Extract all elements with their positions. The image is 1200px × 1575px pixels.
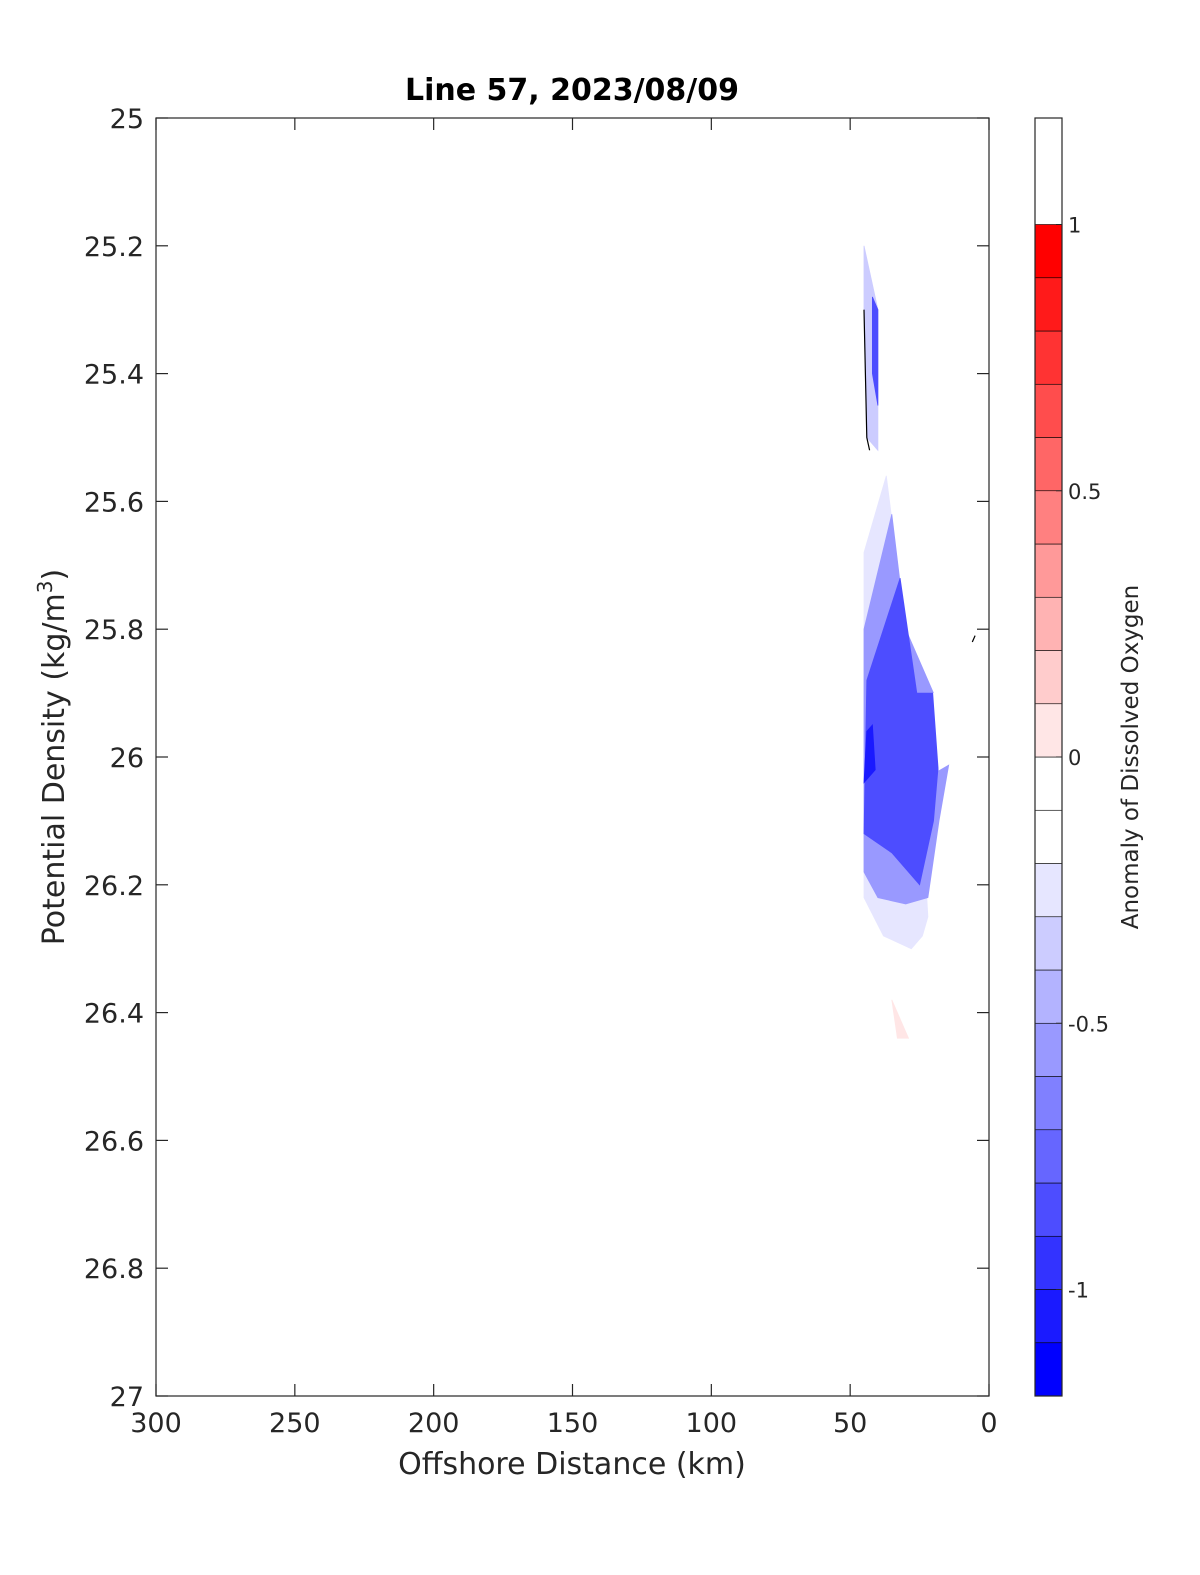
contour-line-0: [863, 309, 871, 451]
colorbar-swatch: [1034, 1235, 1063, 1290]
y-tick-label: 26.8: [84, 1254, 144, 1285]
y-tick-label: 25.6: [84, 487, 144, 518]
colorbar-swatch: [1034, 277, 1063, 332]
colorbar-swatch: [1034, 1022, 1063, 1077]
colorbar-tick-label: 1: [1068, 214, 1081, 238]
colorbar-swatch: [1034, 809, 1063, 864]
y-axis-label-close: ): [37, 569, 72, 581]
colorbar-swatch: [1034, 1289, 1063, 1344]
y-tick-label: 26.4: [84, 999, 144, 1030]
x-tick-label: 150: [547, 1408, 599, 1439]
colorbar-swatch: [1034, 330, 1063, 385]
y-tick-label: 25.4: [84, 360, 144, 391]
contour-region-7: [933, 641, 976, 771]
y-axis-label-superscript: 3: [33, 580, 57, 593]
chart-title: Line 57, 2023/08/09: [405, 73, 739, 108]
x-tick-label: 300: [130, 1408, 182, 1439]
colorbar-tick-label: 0: [1068, 746, 1081, 770]
colorbar-label: Anomaly of Dissolved Oxygen: [1118, 585, 1144, 930]
contour-line-1: [971, 635, 976, 643]
plot-background: [156, 118, 989, 1396]
colorbar-swatch: [1034, 543, 1063, 598]
contour-region-6: [863, 724, 876, 784]
contour-region-1: [872, 296, 879, 406]
colorbar-swatch: [1034, 490, 1063, 545]
colorbar-swatch: [1034, 383, 1063, 438]
colorbar-tick-label: 0.5: [1068, 480, 1101, 504]
y-tick-label: 25: [110, 104, 144, 135]
y-tick-label: 26: [110, 743, 144, 774]
x-axis-label: Offshore Distance (km): [398, 1447, 746, 1482]
y-tick-label: 25.2: [84, 232, 144, 263]
x-tick-label: 200: [408, 1408, 460, 1439]
colorbar-swatch: [1034, 863, 1063, 918]
colorbar: 1 0.5 0 -0.5 -1: [1034, 117, 1109, 1397]
y-axis-label-main: Potential Density (kg/m: [37, 593, 72, 945]
colorbar-swatch: [1034, 650, 1063, 705]
y-tick-label: 27: [110, 1382, 144, 1413]
contour-fill-layer: [863, 245, 976, 1193]
plot-area: [156, 118, 989, 1396]
x-tick-label: 50: [833, 1408, 867, 1439]
colorbar-tick-label: -0.5: [1068, 1012, 1109, 1036]
colorbar-swatch: [1034, 1129, 1063, 1184]
y-axis-label: Potential Density (kg/m3): [33, 569, 72, 945]
y-tick-label: 25.8: [84, 615, 144, 646]
colorbar-swatch: [1034, 1182, 1063, 1237]
colorbar-swatch: [1034, 1076, 1063, 1131]
colorbar-swatch: [1034, 969, 1063, 1024]
y-tick-label: 26.2: [84, 871, 144, 902]
contour-line-layer: [863, 309, 976, 643]
x-tick-label: 250: [269, 1408, 321, 1439]
contour-region-8: [891, 999, 910, 1039]
colorbar-swatch: [1034, 756, 1063, 811]
colorbar-swatch: [1034, 596, 1063, 651]
y-axis: 25 25.2 25.4 25.6 25.8 26 26.2 26.4 26.6 26.8 27: [84, 104, 989, 1413]
colorbar-tick-label: -1: [1068, 1279, 1089, 1303]
colorbar-swatch: [1034, 703, 1063, 758]
y-tick-label: 26.6: [84, 1126, 144, 1157]
x-tick-label: 100: [686, 1408, 738, 1439]
x-tick-label: 0: [980, 1408, 997, 1439]
colorbar-swatch: [1034, 1342, 1063, 1397]
x-axis: 300 250 200 150 100 50 0: [130, 118, 998, 1439]
colorbar-swatch: [1034, 437, 1063, 492]
contour-region-0: [863, 245, 879, 452]
colorbar-swatch: [1034, 916, 1063, 971]
plot-frame: [155, 117, 990, 1397]
colorbar-swatch: [1034, 224, 1063, 279]
